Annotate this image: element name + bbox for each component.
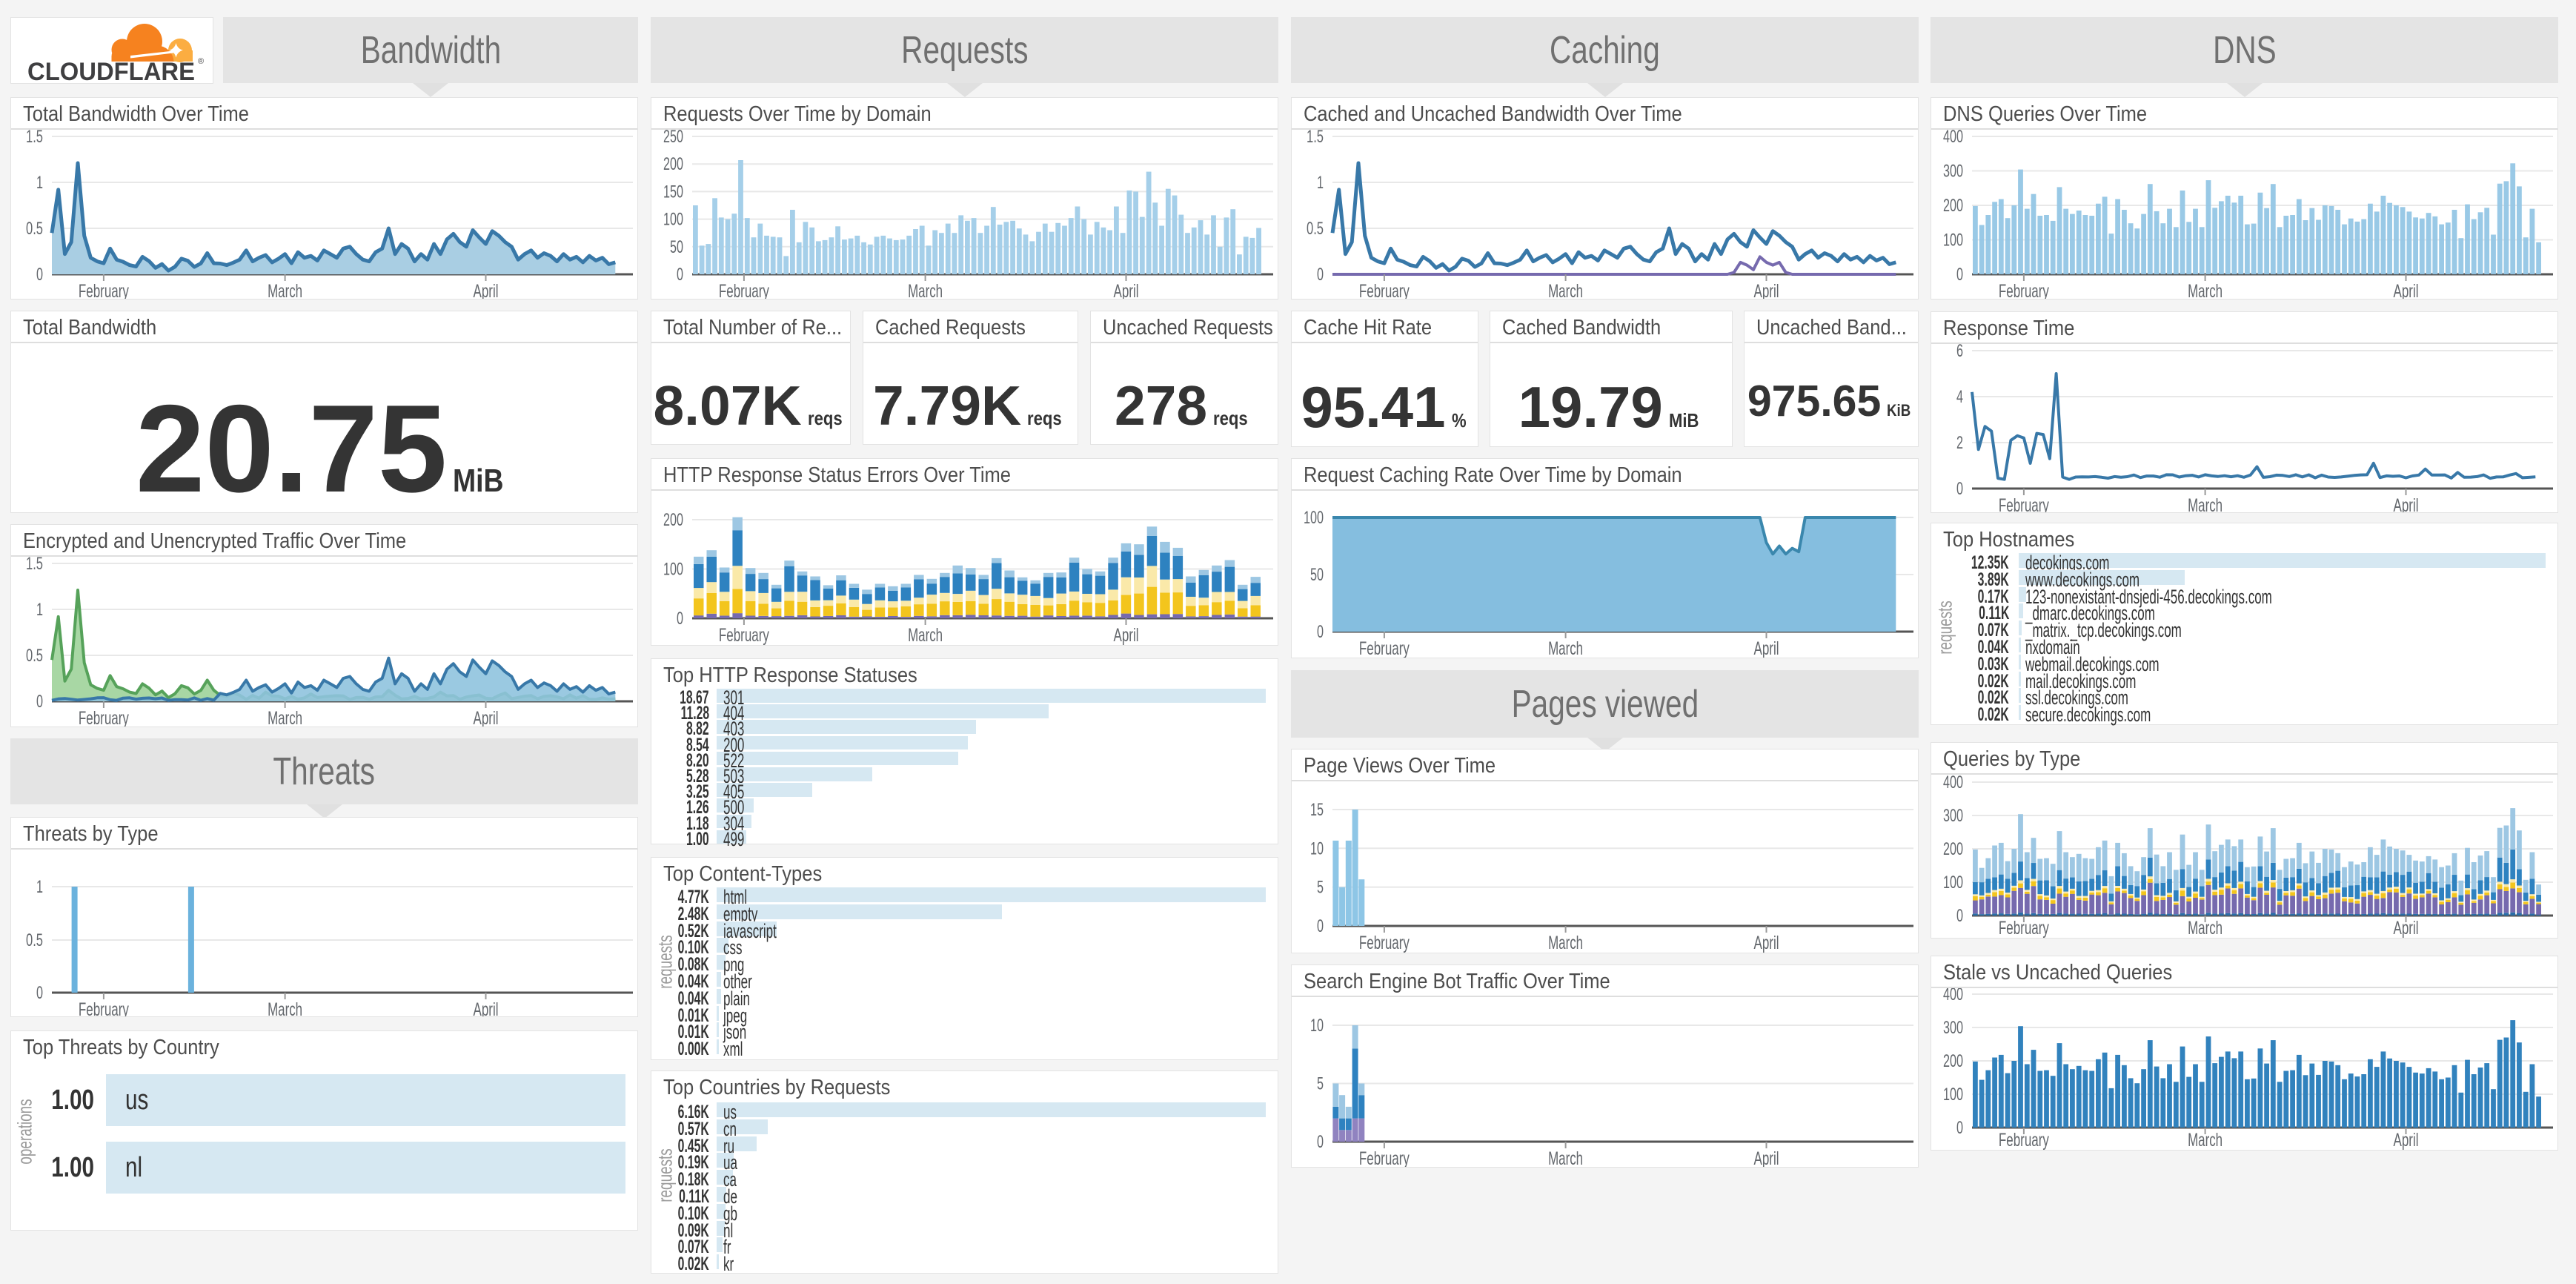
svg-text:April: April [1754,933,1779,953]
svg-text:April: April [1114,625,1139,645]
svg-text:0: 0 [1317,622,1324,642]
svg-text:100: 100 [1943,873,1963,893]
svg-text:March: March [2188,495,2223,512]
svg-text:March: March [1548,1148,1583,1167]
svg-text:March: March [908,625,943,645]
svg-text:200: 200 [663,510,683,530]
svg-text:April: April [474,281,499,299]
svg-text:0.5: 0.5 [26,646,43,666]
svg-text:0: 0 [677,609,683,629]
svg-text:0.5: 0.5 [1307,219,1324,239]
svg-text:50: 50 [1310,565,1324,585]
svg-text:February: February [1359,638,1410,658]
svg-text:100: 100 [1943,1085,1963,1105]
svg-text:150: 150 [663,182,683,202]
svg-text:400: 400 [1943,130,1963,147]
svg-text:CLOUDFLARE: CLOUDFLARE [27,58,195,83]
svg-text:0: 0 [677,265,683,285]
svg-text:April: April [2394,281,2419,299]
svg-text:April: April [1754,638,1779,658]
svg-text:0.5: 0.5 [26,219,43,239]
svg-text:0: 0 [1956,479,1963,499]
svg-text:50: 50 [670,237,683,257]
svg-text:1.5: 1.5 [1307,130,1324,147]
svg-text:400: 400 [1943,988,1963,1005]
svg-text:April: April [2394,495,2419,512]
svg-text:0: 0 [1956,1118,1963,1138]
svg-text:2: 2 [1956,433,1963,453]
svg-text:February: February [1999,1130,2049,1150]
svg-text:300: 300 [1943,806,1963,826]
svg-text:February: February [1359,281,1410,299]
svg-text:April: April [2394,918,2419,938]
svg-text:300: 300 [1943,1018,1963,1038]
svg-text:February: February [1999,281,2049,299]
svg-text:4: 4 [1956,387,1963,407]
svg-text:1.5: 1.5 [26,557,43,574]
svg-text:250: 250 [663,130,683,147]
svg-text:April: April [474,708,499,727]
svg-text:February: February [719,281,769,299]
svg-text:400: 400 [1943,775,1963,792]
svg-text:5: 5 [1317,1074,1324,1094]
svg-text:March: March [1548,933,1583,953]
svg-text:100: 100 [663,210,683,230]
svg-text:0: 0 [1956,265,1963,285]
svg-text:April: April [1114,281,1139,299]
svg-text:0: 0 [1317,1132,1324,1152]
svg-text:10: 10 [1310,1016,1324,1036]
svg-text:300: 300 [1943,162,1963,182]
svg-text:®: ® [198,57,204,66]
svg-text:100: 100 [1304,508,1324,528]
svg-text:April: April [1754,1148,1779,1167]
svg-text:0: 0 [1956,906,1963,926]
svg-text:March: March [1548,281,1583,299]
svg-text:0: 0 [36,692,43,712]
svg-text:200: 200 [1943,1051,1963,1071]
svg-text:February: February [79,999,129,1016]
svg-text:200: 200 [1943,839,1963,859]
svg-text:March: March [2188,1130,2223,1150]
svg-text:February: February [1359,933,1410,953]
svg-text:March: March [1548,638,1583,658]
svg-text:1: 1 [36,877,43,897]
svg-text:March: March [908,281,943,299]
svg-text:1.5: 1.5 [26,130,43,147]
svg-text:February: February [719,625,769,645]
svg-text:April: April [1754,281,1779,299]
svg-text:March: March [268,708,302,727]
svg-text:April: April [474,999,499,1016]
svg-text:200: 200 [1943,196,1963,216]
svg-text:1: 1 [36,600,43,620]
svg-text:1: 1 [1317,173,1324,193]
svg-text:0.5: 0.5 [26,930,43,950]
svg-text:April: April [2394,1130,2419,1150]
svg-text:March: March [2188,918,2223,938]
svg-text:February: February [1999,918,2049,938]
svg-text:200: 200 [663,154,683,174]
svg-text:February: February [79,708,129,727]
svg-text:0: 0 [36,265,43,285]
svg-text:10: 10 [1310,838,1324,858]
svg-text:0: 0 [1317,265,1324,285]
svg-text:0: 0 [36,983,43,1003]
svg-text:100: 100 [663,560,683,580]
svg-text:15: 15 [1310,800,1324,820]
svg-text:5: 5 [1317,878,1324,898]
svg-text:March: March [268,999,302,1016]
svg-text:February: February [1359,1148,1410,1167]
svg-text:100: 100 [1943,231,1963,251]
svg-text:March: March [268,281,302,299]
svg-text:February: February [79,281,129,299]
svg-text:February: February [1999,495,2049,512]
svg-text:1: 1 [36,173,43,193]
svg-text:0: 0 [1317,916,1324,936]
svg-text:March: March [2188,281,2223,299]
svg-text:6: 6 [1956,344,1963,361]
